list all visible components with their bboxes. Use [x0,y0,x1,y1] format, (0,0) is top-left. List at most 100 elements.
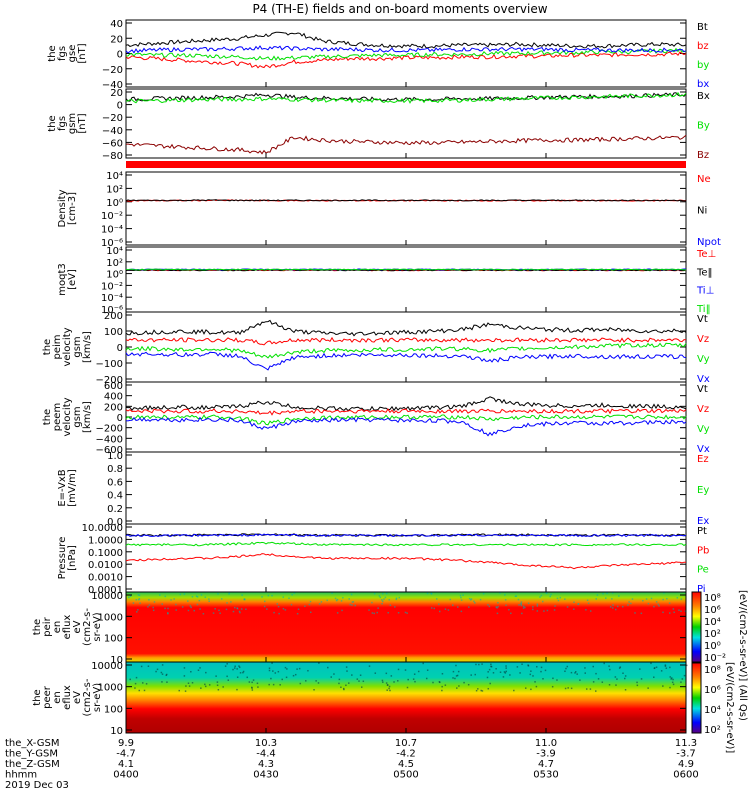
panel-ylabel: (cm2-s- [82,678,93,716]
spectrogram-speckle [669,676,672,678]
spectrogram-speckle [160,671,163,674]
legend-Vy: Vy [697,354,710,365]
spectrogram-speckle [584,667,586,669]
spectrogram-speckle [132,602,135,604]
spectrogram-speckle [662,685,664,687]
spectrogram-speckle [228,592,230,594]
spectrogram-speckle [614,676,617,678]
spectrogram-speckle [504,594,506,596]
spectrogram-speckle [268,669,271,672]
spectrogram-speckle [307,669,309,672]
spectrogram-speckle [462,594,464,596]
series-line-Pb [125,553,687,570]
ytick-label: 10.0000 [82,523,123,534]
spectrogram-speckle [193,609,195,612]
spectrogram-speckle [636,684,639,687]
ytick-label: 100 [104,634,123,645]
series-line-bz [125,51,687,69]
spectrogram-speckle [152,609,155,612]
ytick-label: 0.8 [107,464,123,475]
colorbar-tick: 10⁶ [704,605,721,616]
spectrogram-speckle [220,598,223,600]
spectrogram-speckle [653,676,655,678]
panel-ylabel: eflux [62,685,73,710]
ephem-value: 11.3 [675,738,697,749]
spectrogram-speckle [175,603,177,606]
spectrogram-speckle [470,598,473,600]
spectrogram-speckle [574,672,576,674]
panel-ylabel: [mV/m] [67,469,78,507]
time-axis: the_X-GSM 9.9 10.3 10.7 11.0 11.3 the_Y-GSM -4.… [5,738,699,791]
spectrogram-speckle [278,612,280,615]
spectrogram-speckle [148,604,151,606]
spectrogram-speckle [340,600,343,602]
spectrogram-speckle [439,610,441,613]
spectrogram-speckle [438,603,440,605]
spectrogram-speckle [673,611,675,614]
spectrogram-speckle [681,678,684,680]
spectrogram-speckle [488,668,491,671]
spectrogram-speckle [556,597,559,600]
ytick-label: 10⁰ [106,198,123,209]
spectrogram-speckle [645,598,648,600]
spectrogram-speckle [522,605,525,608]
ytick-label: −60 [102,138,123,149]
spectrogram-speckle [284,609,287,611]
spectrogram-speckle [508,608,510,611]
legend-Vy: Vy [697,424,710,435]
spectrogram-speckle [290,603,293,606]
spectrogram-speckle [297,608,300,611]
ytick-label: 40 [110,19,123,30]
spectrogram-speckle [342,596,344,599]
spectrogram-speckle [352,601,355,603]
spectrogram-speckle [668,602,671,604]
spectrogram-speckle [612,604,614,606]
ytick-label: 10² [106,184,123,195]
legend-bx: bx [697,79,709,90]
spectrogram-speckle [166,681,168,683]
panel-frame [125,451,687,525]
spectrogram-speckle [414,680,416,683]
ytick-label: 100 [104,327,123,338]
spectrogram-speckle [317,682,320,684]
spectrogram-speckle [647,687,649,689]
spectrogram-speckle [487,604,489,606]
spectrogram-speckle [589,610,592,612]
spectrogram-speckle [230,601,232,603]
spectrogram-speckle [510,612,512,615]
spectrogram-speckle [318,603,321,605]
spectrogram-speckle [296,612,299,615]
spectrogram-speckle [376,611,378,614]
spectrogram-speckle [653,605,655,608]
spectrogram-speckle [195,595,198,597]
series-line-Vz [125,336,687,346]
spectrogram-speckle [441,685,443,688]
spectrogram-speckle [455,675,458,677]
spectrogram-speckle [199,608,201,610]
spectrogram-speckle [342,687,345,690]
spectrogram-speckle [200,594,203,596]
colorbar-group: [eV/(cm2-s-sr-eV)] (All Qs) [eV/(cm2-s-s… [691,590,748,753]
spectrogram-speckle [514,595,517,598]
spectrogram-speckle [345,684,347,687]
spectrogram-speckle [452,677,454,679]
legend-Ex: Ex [697,516,709,527]
spectrogram-speckle [305,680,307,682]
series-line-Vz [125,408,687,416]
ytick-label: 10⁻⁶ [101,305,123,316]
ytick-label: 0.0001 [88,585,123,596]
spectrogram-speckle [520,603,522,605]
spectrogram-speckle [148,599,150,601]
spectrogram-speckle [226,663,228,665]
spectrogram-speckle [630,602,632,605]
spectrogram-speckle [499,592,501,594]
panel-frame [125,311,687,383]
series-line-Vt [125,319,687,337]
spectrogram-speckle [222,686,224,688]
spectrogram-speckle [505,670,508,673]
spectrogram-speckle [619,666,622,668]
spectrogram-speckle [614,608,617,611]
